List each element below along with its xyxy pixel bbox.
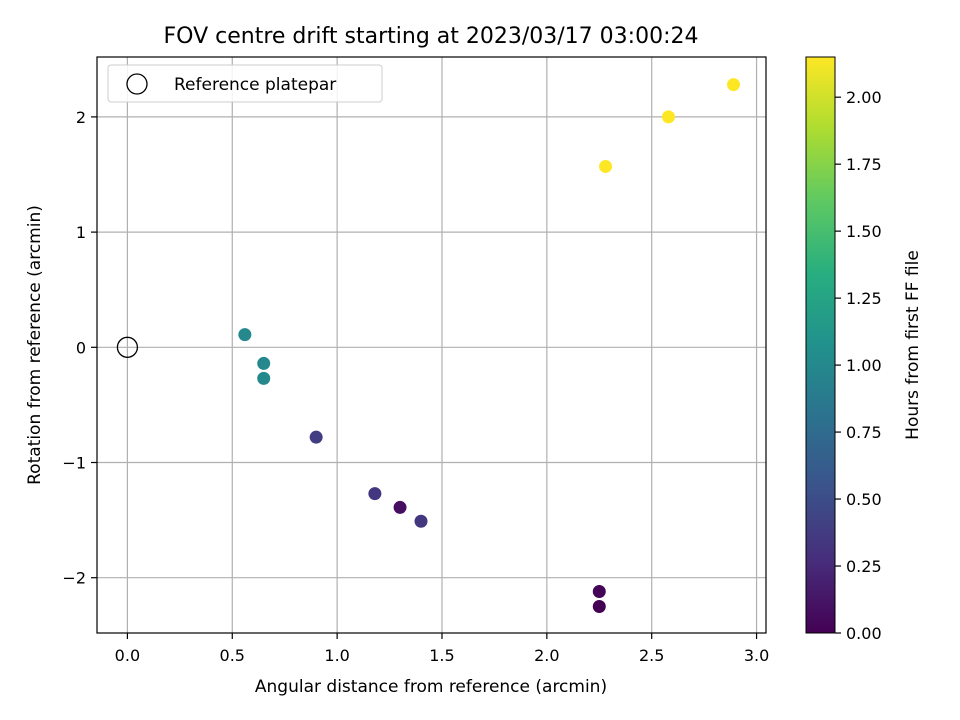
colorbar-gradient: [805, 56, 836, 634]
colorbar-tick-label: 1.50: [846, 222, 882, 241]
legend: Reference platepar: [107, 64, 383, 103]
data-point: [592, 600, 606, 614]
x-axis-label: Angular distance from reference (arcmin): [255, 677, 607, 697]
reference-platepar-marker: [116, 336, 139, 358]
x-tick-label: 0.0: [115, 646, 140, 665]
legend-entry-reference: Reference platepar: [174, 75, 336, 95]
colorbar-tick-label: 0.50: [846, 490, 882, 509]
data-point: [257, 371, 271, 385]
y-tick-label: 2: [76, 108, 86, 127]
data-point: [661, 110, 675, 124]
y-tick-label: −2: [62, 569, 86, 588]
x-axis-ticks: 0.0 0.5 1.0 1.5 2.0 2.5 3.0: [115, 633, 769, 665]
y-tick-label: 1: [76, 223, 86, 242]
colorbar-label: Hours from first FF file: [903, 250, 923, 440]
x-tick-label: 2.5: [639, 646, 664, 665]
legend-box: [107, 64, 383, 103]
data-point: [393, 500, 407, 514]
data-point: [599, 159, 613, 173]
colorbar: 0.00 0.25 0.50 0.75 1.00 1.25 1.50 1.75 2.00 Hou…: [805, 56, 923, 643]
colorbar-tick-label: 0.00: [846, 624, 882, 643]
data-point: [592, 585, 606, 599]
x-tick-label: 3.0: [744, 646, 769, 665]
x-tick-label: 1.0: [324, 646, 349, 665]
data-point: [309, 430, 323, 444]
data-point: [368, 487, 382, 501]
y-tick-label: −1: [62, 454, 86, 473]
colorbar-tick-label: 0.75: [846, 423, 882, 442]
colorbar-tick-label: 1.00: [846, 356, 882, 375]
colorbar-ticks: 0.00 0.25 0.50 0.75 1.00 1.25 1.50 1.75 2.00: [835, 88, 882, 643]
legend-marker-reference: [126, 73, 148, 95]
grid: [97, 57, 766, 633]
x-tick-label: 2.0: [534, 646, 559, 665]
data-point: [726, 78, 740, 92]
data-point: [257, 356, 271, 370]
y-axis-label: Rotation from reference (arcmin): [25, 205, 45, 485]
chart-title: FOV centre drift starting at 2023/03/17 …: [164, 24, 699, 49]
data-points: [116, 78, 740, 614]
data-point: [414, 514, 428, 528]
colorbar-tick-label: 0.25: [846, 557, 882, 576]
data-point: [238, 328, 252, 342]
colorbar-tick-label: 1.25: [846, 289, 882, 308]
y-tick-label: 0: [76, 338, 86, 357]
colorbar-tick-label: 2.00: [846, 88, 882, 107]
y-axis-ticks: −2 −1 0 1 2: [62, 108, 97, 588]
x-tick-label: 1.5: [429, 646, 454, 665]
x-tick-label: 0.5: [220, 646, 245, 665]
plot-frame: [96, 56, 767, 634]
colorbar-tick-label: 1.75: [846, 155, 882, 174]
